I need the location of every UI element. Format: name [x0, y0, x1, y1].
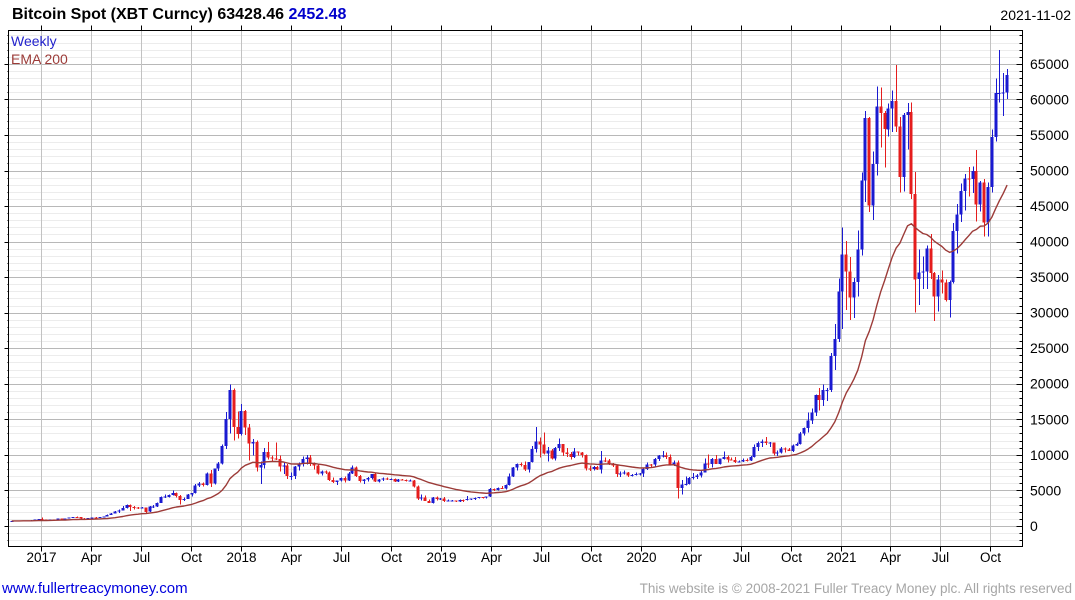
x-axis-tick-label: Jul: [533, 550, 550, 565]
x-axis-tick-label: Oct: [181, 550, 202, 565]
candlestick-series: [10, 50, 1009, 522]
y-axis-tick-label: 45000: [1030, 198, 1069, 214]
interval-legend-label: Weekly: [11, 33, 57, 49]
x-axis-tick-label: Jul: [932, 550, 949, 565]
y-axis-tick-label: 60000: [1030, 91, 1069, 107]
x-axis-tick-label: Oct: [980, 550, 1001, 565]
y-axis-tick-label: 50000: [1030, 163, 1069, 179]
copyright-text: This website is © 2008-2021 Fuller Treac…: [639, 581, 1072, 596]
x-axis-tick-label: 2020: [626, 550, 656, 565]
x-axis-tick-label: Oct: [781, 550, 802, 565]
plot-border: [8, 30, 1023, 547]
y-axis-tick-label: 65000: [1030, 56, 1069, 72]
x-axis-tick-label: 2021: [826, 550, 856, 565]
instrument-name: Bitcoin Spot (XBT Curncy): [12, 6, 213, 23]
ema-line: [11, 184, 1008, 522]
x-axis-tick-label: Apr: [481, 550, 503, 565]
x-axis-tick-label: 2019: [426, 550, 456, 565]
y-axis-tick-label: 55000: [1030, 127, 1069, 143]
x-axis-tick-label: Apr: [281, 550, 303, 565]
y-axis-tick-label: 15000: [1030, 411, 1069, 427]
y-axis-tick-label: 25000: [1030, 340, 1069, 356]
y-axis-tick-label: 40000: [1030, 234, 1069, 250]
x-axis-tick-label: Jul: [133, 550, 150, 565]
x-axis-tick-label: Jul: [733, 550, 750, 565]
y-axis-tick-label: 35000: [1030, 269, 1069, 285]
y-axis-tick-label: 5000: [1030, 482, 1061, 498]
x-axis-tick-label: Oct: [381, 550, 402, 565]
ema-legend-label: EMA 200: [11, 51, 68, 67]
y-axis-tick-label: 20000: [1030, 376, 1069, 392]
y-axis-tick-label: 0: [1030, 518, 1038, 534]
x-axis-tick-label: Apr: [880, 550, 902, 565]
x-axis-tick-label: 2018: [226, 550, 256, 565]
chart-title: Bitcoin Spot (XBT Curncy) 63428.46 2452.…: [12, 6, 346, 24]
y-axis-tick-label: 10000: [1030, 447, 1069, 463]
y-axis-tick-label: 30000: [1030, 305, 1069, 321]
site-link[interactable]: www.fullertreacymoney.com: [2, 580, 188, 597]
x-axis-tick-label: 2017: [26, 550, 56, 565]
x-axis-tick-label: Jul: [333, 550, 350, 565]
chart-date: 2021-11-02: [1000, 7, 1071, 23]
x-axis-tick-label: Oct: [581, 550, 602, 565]
price-change: 2452.48: [288, 6, 347, 23]
last-price: 63428.46: [217, 6, 285, 23]
x-axis-tick-label: Apr: [681, 550, 703, 565]
x-axis-tick-label: Apr: [81, 550, 103, 565]
